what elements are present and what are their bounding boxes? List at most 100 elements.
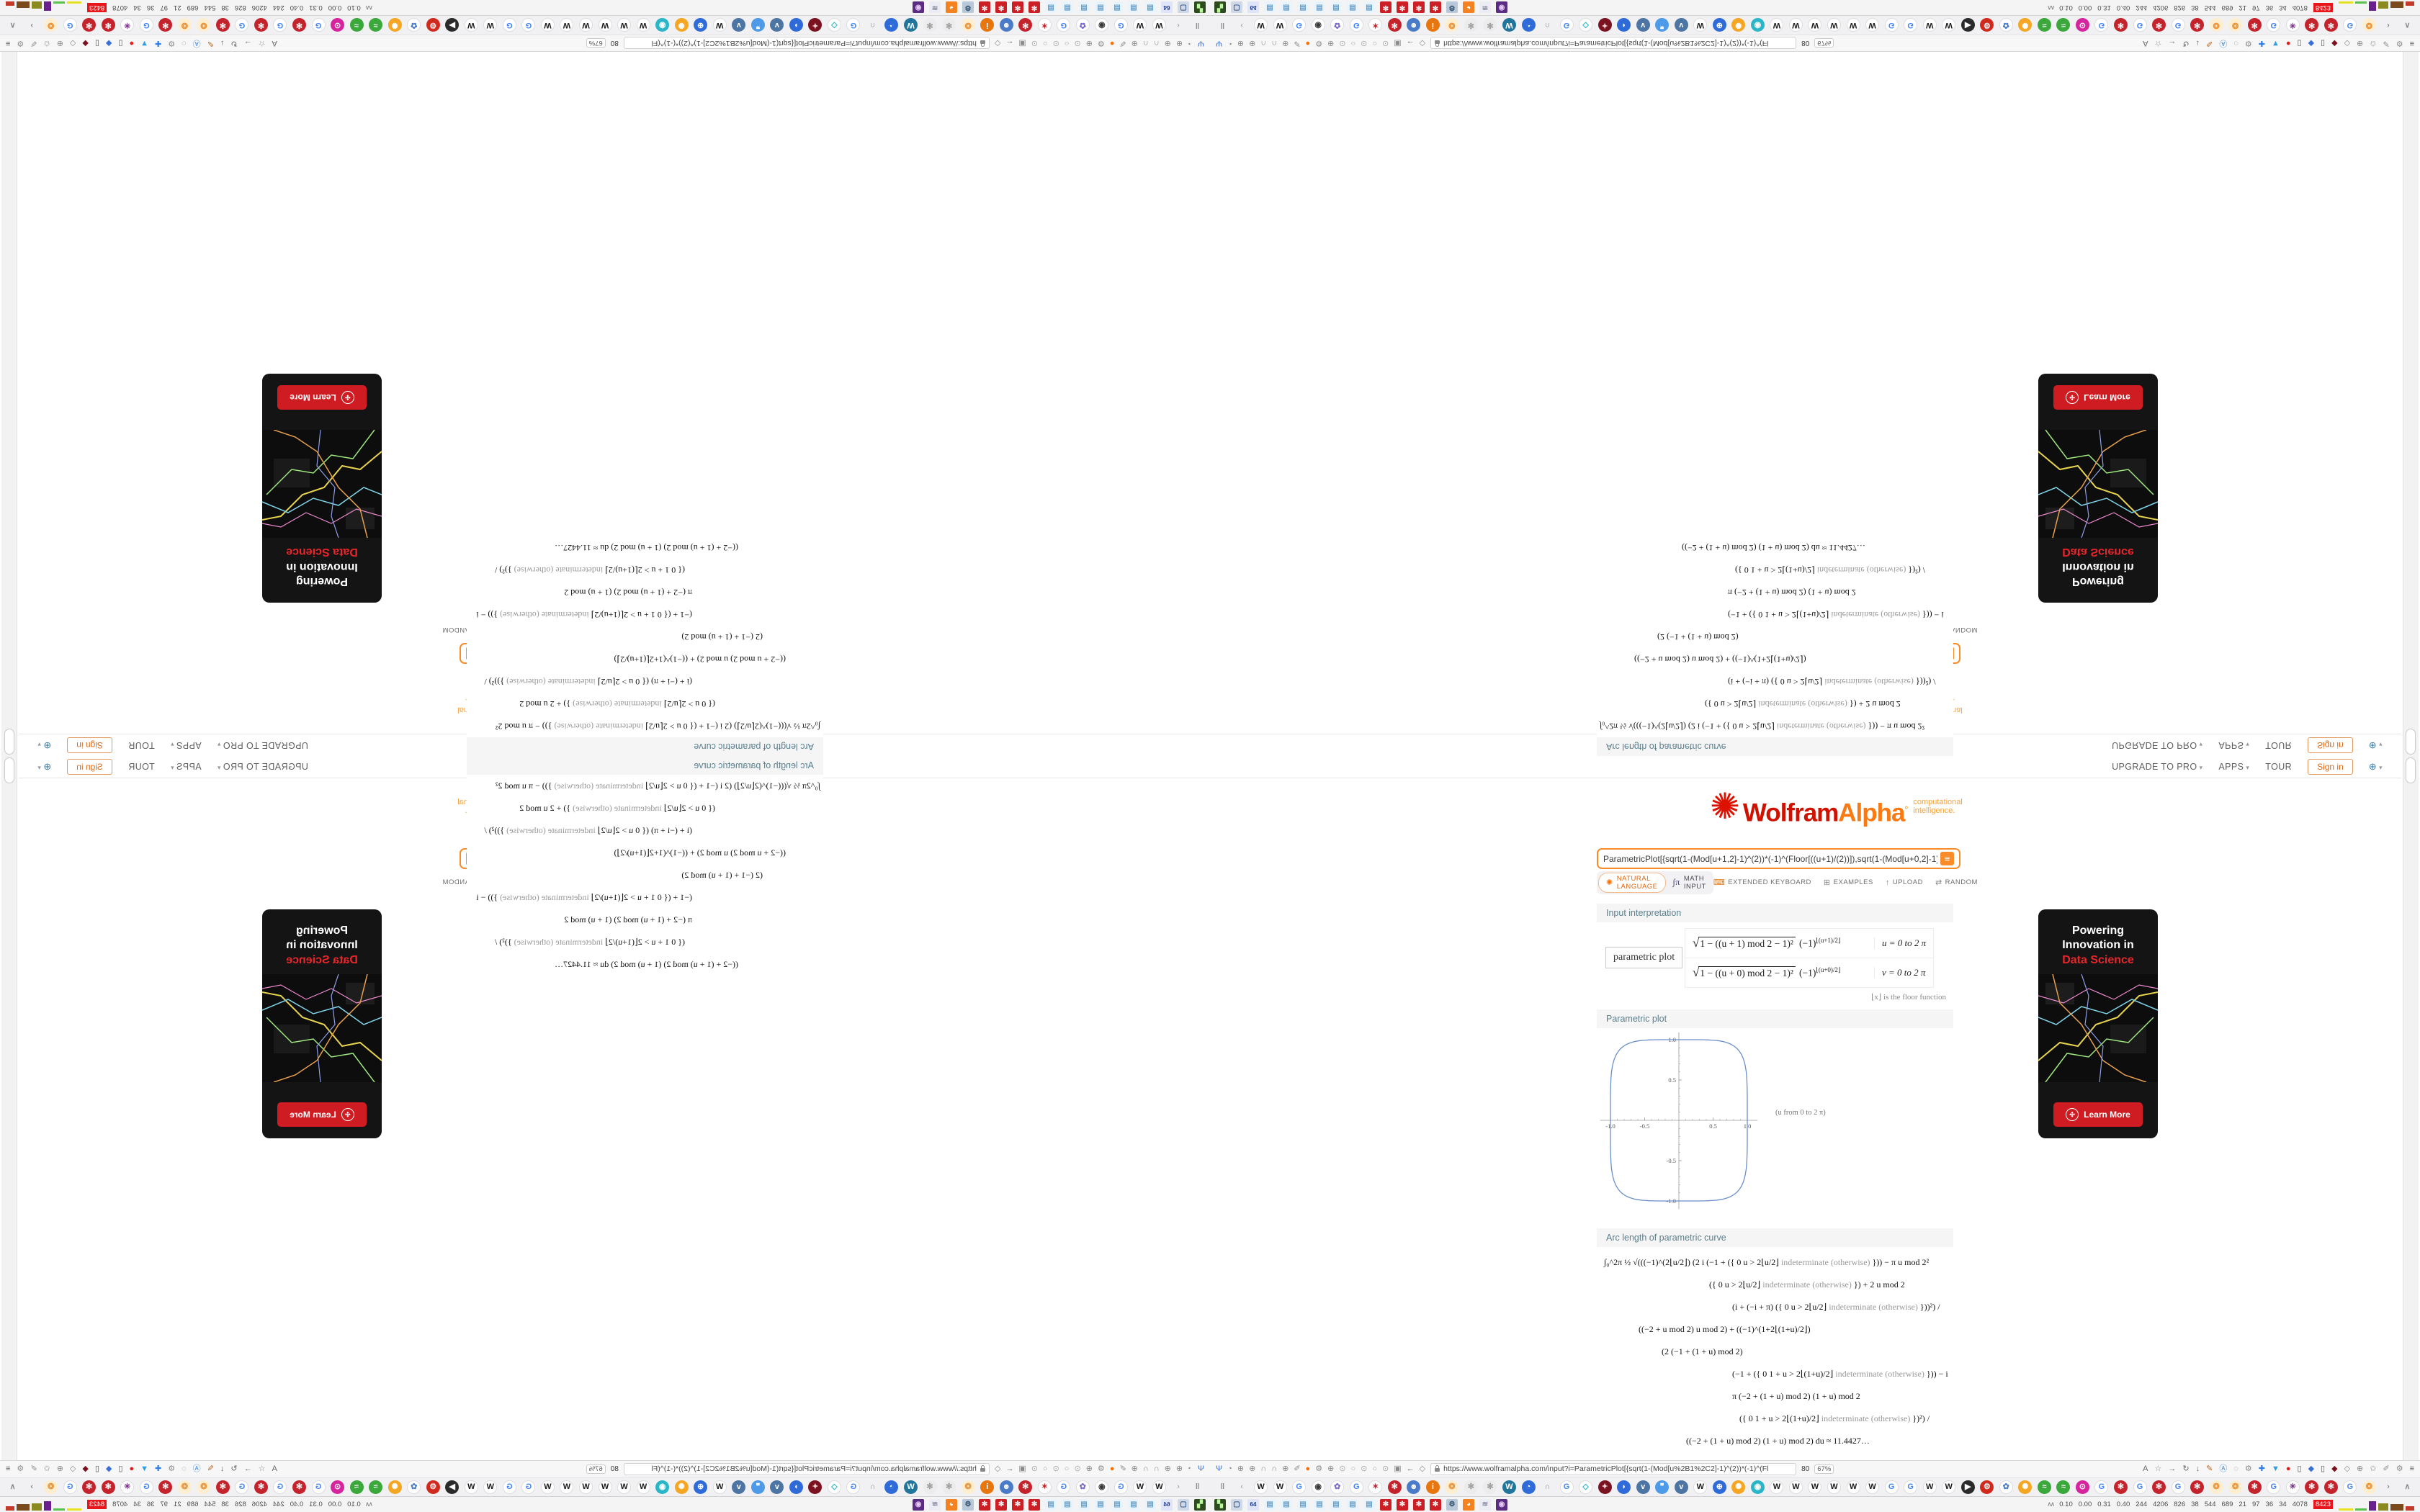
wikipedia-favicon[interactable]: W bbox=[560, 1480, 574, 1494]
google-favicon[interactable]: G bbox=[2171, 18, 2185, 32]
chat-favicon[interactable]: ❞ bbox=[750, 1480, 765, 1494]
globe-icon[interactable]: ⊕ bbox=[1131, 1464, 1138, 1473]
google-favicon[interactable]: G bbox=[235, 1480, 249, 1494]
sidebar-ad[interactable]: Powering Innovation in Data Science ✣ Lear… bbox=[262, 374, 382, 603]
notepad-app-icon[interactable]: ▤ bbox=[1363, 1498, 1375, 1511]
wolfram-app-icon[interactable]: ✻ bbox=[1413, 1, 1425, 14]
google-favicon[interactable]: G bbox=[521, 1480, 536, 1494]
wikipedia-favicon[interactable]: W bbox=[560, 18, 574, 32]
share-icon[interactable]: ◆ bbox=[105, 39, 112, 48]
notepad-app-icon[interactable]: ▤ bbox=[1111, 1498, 1123, 1511]
wikipedia-favicon[interactable]: W bbox=[598, 18, 612, 32]
settings-app-icon[interactable]: ⚙ bbox=[1446, 1, 1458, 14]
red-gear-favicon[interactable]: ⚙ bbox=[426, 18, 440, 32]
headset-icon[interactable]: ∩ bbox=[1142, 1464, 1149, 1473]
cube-favicon[interactable]: ◇ bbox=[827, 18, 841, 32]
nav-tour[interactable]: TOUR bbox=[127, 762, 155, 772]
nav-upgrade-to-pro[interactable]: UPGRADE TO PRO▾ bbox=[2112, 740, 2203, 750]
forward-arrow-icon[interactable]: → bbox=[2168, 1464, 2177, 1473]
shield-gray-icon[interactable]: ◇ bbox=[69, 39, 76, 48]
gear-icon[interactable]: ⚙ bbox=[1315, 39, 1323, 48]
notepad-app-icon[interactable]: ▤ bbox=[1330, 1498, 1342, 1511]
globe-icon[interactable]: ⊕ bbox=[1175, 39, 1183, 48]
wolfram-favicon[interactable]: ✻ bbox=[2247, 18, 2262, 32]
mandala-favicon[interactable]: ❂ bbox=[177, 18, 192, 32]
notepad-app-icon[interactable]: ▤ bbox=[1111, 1, 1123, 14]
notepad-app-icon[interactable]: ▤ bbox=[1062, 1498, 1073, 1511]
wave-favicon[interactable]: ≈ bbox=[2037, 18, 2051, 32]
chevron-icon[interactable]: ‹ bbox=[1240, 21, 1243, 30]
overflow-chevron-icon[interactable]: › bbox=[30, 1482, 33, 1491]
spikey-favicon[interactable]: ✺ bbox=[387, 18, 402, 32]
mandala-favicon[interactable]: ❂ bbox=[961, 1480, 975, 1494]
info-favicon[interactable]: i bbox=[1425, 1480, 1440, 1494]
mandala-favicon[interactable]: ❂ bbox=[2228, 18, 2243, 32]
mouse-icon[interactable]: ◌ bbox=[182, 1464, 187, 1473]
globe-icon[interactable]: ⊕ bbox=[1282, 39, 1289, 48]
notepad-app-icon[interactable]: ▤ bbox=[1045, 1498, 1057, 1511]
console-app-icon[interactable]: ▚ bbox=[1214, 1498, 1226, 1511]
overflow-chevron-icon[interactable]: › bbox=[2387, 1482, 2390, 1491]
ad-learn-more-button[interactable]: ✣ Learn More bbox=[2053, 385, 2143, 410]
globe-icon[interactable]: ⊕ bbox=[1282, 1464, 1289, 1473]
notepad-app-icon[interactable]: ▤ bbox=[1062, 1, 1073, 14]
wikipedia-favicon[interactable]: W bbox=[1788, 18, 1803, 32]
collapse-chevron-icon[interactable]: ∧ bbox=[2404, 1482, 2411, 1491]
headset-icon[interactable]: ∩ bbox=[1153, 39, 1160, 48]
collapse-chevron-icon[interactable]: ∧ bbox=[2404, 21, 2411, 30]
google-favicon[interactable]: G bbox=[139, 1480, 153, 1494]
wolfram-favicon[interactable]: ✻ bbox=[101, 18, 115, 32]
wordpress-favicon[interactable]: W bbox=[1502, 18, 1516, 32]
shield-gray-icon[interactable]: ◇ bbox=[2344, 39, 2351, 48]
owl-app-icon[interactable]: ◉ bbox=[913, 1498, 924, 1511]
tab-dot-icon[interactable]: ⊙ bbox=[1052, 39, 1059, 48]
wolfram-app-icon[interactable]: ✻ bbox=[979, 1498, 990, 1511]
google-favicon[interactable]: G bbox=[1113, 1480, 1128, 1494]
back-arrow-icon[interactable]: ← bbox=[1005, 1464, 1014, 1473]
menu-icon[interactable]: ≡ bbox=[2409, 1464, 2414, 1473]
google-favicon[interactable]: G bbox=[1292, 1480, 1307, 1494]
tab-dot-icon[interactable]: ⊙ bbox=[1031, 39, 1038, 48]
script-app-icon[interactable]: ≋ bbox=[929, 1, 941, 14]
instagram-favicon[interactable]: ⊙ bbox=[331, 18, 345, 32]
account-icon[interactable]: ◔ bbox=[1188, 39, 1193, 48]
collapse-chevron-icon[interactable]: ∧ bbox=[9, 1482, 16, 1491]
trash-icon[interactable]: ▯ bbox=[2321, 1464, 2326, 1473]
star-favicon[interactable]: ✶ bbox=[1368, 18, 1383, 32]
extension-icon[interactable]: Ψ bbox=[1216, 1464, 1223, 1473]
wolfram-favicon[interactable]: ✻ bbox=[2190, 1480, 2205, 1494]
notepad-app-icon[interactable]: ▤ bbox=[1281, 1, 1292, 14]
star-favicon[interactable]: ✶ bbox=[1037, 18, 1052, 32]
console-app-icon[interactable]: ▚ bbox=[1194, 1, 1206, 14]
sidebar-ad[interactable]: Powering Innovation in Data Science ✣ Lear… bbox=[262, 909, 382, 1138]
wrench-icon[interactable]: ✐ bbox=[30, 39, 37, 48]
purple-rays-favicon[interactable]: ✳ bbox=[120, 18, 135, 32]
wikipedia-favicon[interactable]: W bbox=[464, 18, 478, 32]
trash-icon[interactable]: ▯ bbox=[118, 39, 123, 48]
nav-apps[interactable]: APPS▾ bbox=[2218, 762, 2250, 772]
globe-icon[interactable]: ⊕ bbox=[2357, 1464, 2364, 1473]
chevron-icon[interactable]: ‹ bbox=[1177, 1482, 1180, 1491]
wave-favicon[interactable]: ≈ bbox=[369, 18, 383, 32]
mandala-favicon[interactable]: ❂ bbox=[44, 18, 58, 32]
gear-icon[interactable]: ⚙ bbox=[2244, 39, 2252, 48]
url-bar[interactable]: https://www.wolframalpha.com/input?i=Par… bbox=[623, 1462, 990, 1475]
collapse-chevron-icon[interactable]: ∧∧ bbox=[366, 4, 373, 12]
headset-icon[interactable]: ∩ bbox=[1153, 1464, 1160, 1473]
nav-apps[interactable]: APPS▾ bbox=[170, 762, 202, 772]
blue-flower-favicon[interactable]: ✿ bbox=[407, 1480, 421, 1494]
share-icon[interactable]: ◆ bbox=[105, 1464, 112, 1473]
notepad-app-icon[interactable]: ▤ bbox=[1095, 1498, 1106, 1511]
wolfram-app-icon[interactable]: ✻ bbox=[1380, 1498, 1392, 1511]
like-icon[interactable]: ✩ bbox=[2370, 39, 2377, 48]
reader-icon[interactable]: A bbox=[272, 1464, 277, 1473]
nav-apps[interactable]: APPS▾ bbox=[2218, 740, 2250, 750]
google-favicon[interactable]: G bbox=[1057, 1480, 1071, 1494]
reload-icon[interactable]: ↻ bbox=[2182, 39, 2190, 48]
notepad-app-icon[interactable]: ▤ bbox=[1363, 1, 1375, 14]
arc-favicon[interactable]: ∩ bbox=[869, 1482, 876, 1491]
wikipedia-favicon[interactable]: W bbox=[579, 18, 593, 32]
red-gear-favicon[interactable]: ⚙ bbox=[1980, 1480, 1994, 1494]
teal-favicon[interactable]: ◉ bbox=[1750, 18, 1765, 32]
gear-icon[interactable]: ⚙ bbox=[168, 39, 176, 48]
